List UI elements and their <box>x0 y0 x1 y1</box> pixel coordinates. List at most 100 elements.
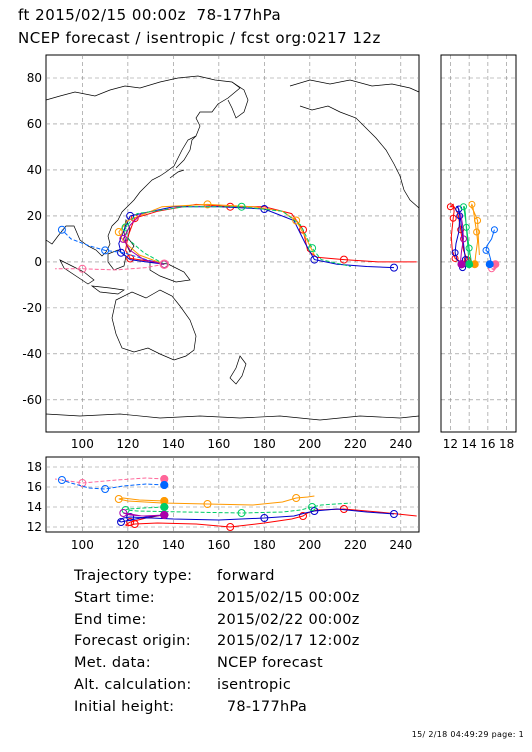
map-lat-tick: 40 <box>27 163 42 177</box>
side-trajectory-marker <box>446 203 454 211</box>
height-panel <box>45 456 420 533</box>
side-trajectory-marker <box>482 246 490 254</box>
height-lon-tick: 160 <box>207 538 230 552</box>
height-trajectory-marker <box>57 476 66 484</box>
height-start-marker <box>160 497 169 505</box>
info-value: isentropic <box>217 676 292 693</box>
info-label: Start time: <box>74 589 155 606</box>
height-trajectory-line <box>125 502 351 514</box>
trajectory-marker <box>119 234 128 243</box>
height-lon-tick: 140 <box>162 538 185 552</box>
info-row: Initial height: 78-177hPa <box>74 697 360 719</box>
trajectory-marker <box>389 263 398 272</box>
height-trajectory-line <box>117 508 395 523</box>
info-row: Trajectory type: forward <box>74 566 360 588</box>
side-trajectory-line <box>485 229 495 265</box>
info-value: forward <box>217 568 275 584</box>
height-trajectory-marker <box>126 518 135 526</box>
trajectory-plot: 100 120 140 160 180 200 220 240806040200-20-40-… <box>22 54 517 552</box>
coastline-japan <box>169 135 197 179</box>
map-lat-tick: -60 <box>22 393 42 407</box>
height-trajectory-marker <box>308 503 317 511</box>
map-lon-tick: 100 <box>71 437 94 451</box>
side-trajectory-marker <box>468 200 476 208</box>
info-row: Forecast origin: 2015/02/17 12:00z <box>74 631 360 653</box>
info-row: Alt. calculation: isentropic <box>74 675 360 697</box>
trajectory-marker <box>203 200 212 209</box>
side-trajectory-marker <box>465 244 473 252</box>
side-trajectory-line <box>462 206 474 267</box>
map-lon-tick: 200 <box>298 437 321 451</box>
side-trajectories <box>446 200 500 273</box>
map-lon-tick: 120 <box>116 437 139 451</box>
height-trajectories <box>55 475 417 531</box>
info-label: Trajectory type: <box>74 568 193 584</box>
height-trajectory-line <box>61 479 165 490</box>
height-trajectory-marker <box>292 494 301 502</box>
trajectory-marker <box>57 225 66 234</box>
trajectory-line <box>61 229 165 265</box>
height-lon-tick: 180 <box>253 538 276 552</box>
map-lat-tick: 20 <box>27 209 42 223</box>
map-lon-tick: 160 <box>207 437 230 451</box>
map-lat-tick: -20 <box>22 301 42 315</box>
coastline-antarctica <box>45 413 420 421</box>
info-value: 78-177hPa <box>217 698 308 715</box>
start-point-marker <box>159 259 170 269</box>
height-lon-tick: 200 <box>298 538 321 552</box>
info-label: Alt. calculation: <box>74 676 192 693</box>
side-start-marker <box>465 260 474 269</box>
footer-timestamp: 15/ 2/18 04:49:29 page: 1 <box>411 730 524 739</box>
height-lon-tick: 220 <box>344 538 367 552</box>
trajectory-marker <box>308 244 317 253</box>
map-panel <box>45 54 516 433</box>
info-label: Met. data: <box>74 655 151 672</box>
info-row: Start time: 2015/02/15 00:00z <box>74 588 360 610</box>
side-trajectory-marker <box>474 217 482 225</box>
coastlines <box>45 75 420 421</box>
side-frame <box>440 54 517 433</box>
trajectory-marker <box>339 255 348 264</box>
coastline-america <box>289 79 420 209</box>
height-grid <box>46 457 419 532</box>
trajectory-line <box>125 206 351 267</box>
trajectory-marker <box>114 228 123 237</box>
map-lon-tick: 240 <box>389 437 412 451</box>
height-trajectory-line <box>123 512 165 517</box>
map-lat-tick: -40 <box>22 347 42 361</box>
side-start-marker <box>485 260 494 269</box>
height-lon-tick: 100 <box>71 538 94 552</box>
height-start-marker <box>160 481 169 489</box>
side-trajectory-marker <box>490 226 498 234</box>
height-trajectory-marker <box>389 510 398 518</box>
info-value: 2015/02/22 00:00z <box>217 611 360 628</box>
coastline-australia <box>111 289 197 361</box>
info-value: NCEP forecast <box>217 655 324 672</box>
trajectory-marker <box>310 255 319 264</box>
info-row: End time: 2015/02/22 00:00z <box>74 610 360 632</box>
map-lat-tick: 0 <box>34 255 42 269</box>
coastline-borneo <box>107 249 127 271</box>
height-tick: 14 <box>27 500 42 514</box>
coastline-newguinea <box>149 261 191 283</box>
map-lon-tick: 180 <box>253 437 276 451</box>
side-trajectory-line <box>449 203 468 265</box>
trajectory-marker <box>78 264 87 273</box>
height-trajectory-marker <box>114 495 123 503</box>
height-frame <box>45 456 420 533</box>
info-label: Forecast origin: <box>74 633 191 650</box>
height-start-marker <box>160 511 169 519</box>
coastline-kamchatka <box>227 81 249 119</box>
height-trajectory-marker <box>203 500 212 508</box>
coastline-sumatra <box>59 259 95 285</box>
height-trajectory-marker <box>119 509 128 517</box>
info-label: Initial height: <box>74 698 175 715</box>
side-trajectory-marker <box>456 212 464 220</box>
map-lon-tick: 140 <box>162 437 185 451</box>
trajectory-marker <box>101 246 110 255</box>
header-line-1: ft 2015/02/15 00:00z 78-177hPa <box>18 6 282 24</box>
side-start-marker <box>457 260 466 269</box>
side-tick: 14 <box>461 437 476 451</box>
height-trajectory-marker <box>310 507 319 515</box>
map-grid <box>46 55 516 432</box>
